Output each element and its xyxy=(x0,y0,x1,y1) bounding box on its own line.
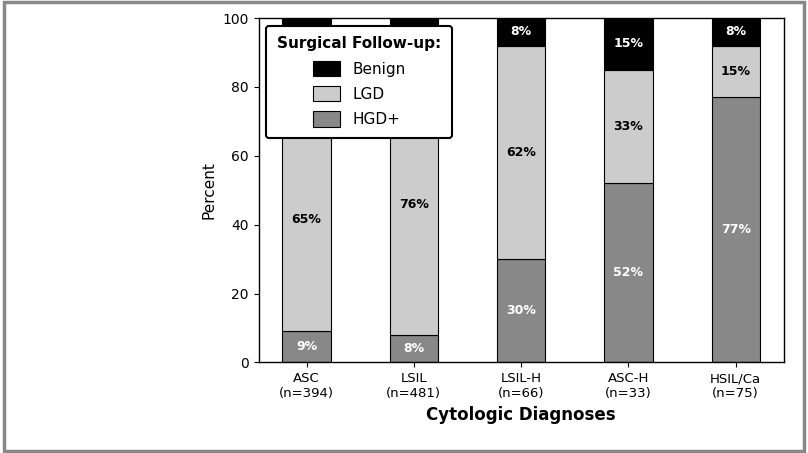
Bar xyxy=(283,332,330,362)
Text: 15%: 15% xyxy=(721,65,751,78)
Bar xyxy=(604,183,653,362)
Text: 16%: 16% xyxy=(399,39,429,52)
Bar xyxy=(389,73,438,335)
Bar xyxy=(283,108,330,332)
Bar xyxy=(283,18,330,108)
Text: 8%: 8% xyxy=(511,25,532,39)
Text: 76%: 76% xyxy=(399,198,429,211)
Y-axis label: Percent: Percent xyxy=(202,161,217,219)
Bar xyxy=(389,335,438,362)
Text: 15%: 15% xyxy=(613,38,643,50)
Bar xyxy=(389,18,438,73)
Bar xyxy=(712,46,760,97)
Text: 52%: 52% xyxy=(613,266,643,280)
Bar xyxy=(497,259,545,362)
Bar xyxy=(604,70,653,183)
Bar xyxy=(712,18,760,46)
Text: 62%: 62% xyxy=(507,146,536,159)
Bar xyxy=(712,97,760,362)
Legend: Benign, LGD, HGD+: Benign, LGD, HGD+ xyxy=(266,26,452,138)
Text: 77%: 77% xyxy=(721,223,751,236)
X-axis label: Cytologic Diagnoses: Cytologic Diagnoses xyxy=(427,406,616,424)
Bar xyxy=(497,18,545,46)
Text: 30%: 30% xyxy=(507,304,536,317)
Text: 26%: 26% xyxy=(292,56,322,69)
Bar xyxy=(497,46,545,259)
Text: 8%: 8% xyxy=(726,25,747,39)
Text: 9%: 9% xyxy=(296,340,317,353)
Text: 8%: 8% xyxy=(403,342,424,355)
Bar xyxy=(604,18,653,70)
Text: 65%: 65% xyxy=(292,213,322,226)
Text: 33%: 33% xyxy=(613,120,643,133)
